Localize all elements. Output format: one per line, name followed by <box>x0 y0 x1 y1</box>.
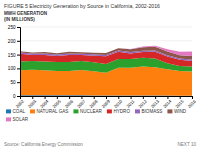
x-tick-label: 2006 <box>64 98 75 109</box>
x-tick: 2004 <box>39 96 50 109</box>
x-tick-label: 2013 <box>150 98 161 109</box>
y-tick-label: 100 <box>8 66 16 71</box>
x-tick: 2006 <box>64 96 75 109</box>
y-tick: 200 <box>8 39 20 44</box>
y-tick-label: 150 <box>8 53 16 58</box>
x-tick-label: 2007 <box>76 98 87 109</box>
x-tick-label: 2014 <box>162 98 173 109</box>
y-tick-mark <box>17 55 20 56</box>
y-axis-line <box>17 28 21 97</box>
x-tick: 2011 <box>125 96 136 109</box>
y-tick-mark <box>17 96 20 97</box>
x-tick: 2002 <box>15 96 26 109</box>
legend-label: NATURAL GAS <box>37 109 69 114</box>
grid-line <box>20 27 192 28</box>
x-tick: 2008 <box>88 96 99 109</box>
y-tick-label: 200 <box>8 39 16 44</box>
x-tick-label: 2005 <box>52 98 63 109</box>
x-tick: 2010 <box>113 96 124 109</box>
legend-swatch <box>30 109 35 113</box>
x-tick-label: 2015 <box>174 98 185 109</box>
x-tick: 2007 <box>76 96 87 109</box>
y-tick-label: 250 <box>8 25 16 30</box>
legend-label: COAL <box>13 109 26 114</box>
legend-swatch <box>135 109 140 113</box>
x-tick-label: 2002 <box>15 98 26 109</box>
y-tick: 50 <box>10 80 20 85</box>
x-tick-label: 2016 <box>187 98 198 109</box>
x-tick-label: 2012 <box>138 98 149 109</box>
y-axis: 0 50 100 150 200 250 <box>8 25 21 99</box>
area-series <box>20 46 192 56</box>
x-tick: 2009 <box>101 96 112 109</box>
y-tick: 100 <box>8 66 20 71</box>
y-tick: 0 <box>13 94 20 99</box>
annotation: Source: California Energy Commission <box>4 142 83 147</box>
legend-swatch <box>107 109 112 113</box>
y-axis-label: (IN MILLIONS) <box>4 17 35 22</box>
y-tick-mark <box>17 41 20 42</box>
x-tick-label: 2010 <box>113 98 124 109</box>
y-tick: 150 <box>8 53 20 58</box>
x-tick: 2014 <box>162 96 173 109</box>
legend-label: BIOMASS <box>141 109 162 114</box>
x-tick: 2005 <box>52 96 63 109</box>
grid <box>20 27 192 96</box>
chart: FIGURE 5 Electricity Generation by Sourc… <box>0 0 200 150</box>
legend-item: COAL <box>6 109 25 114</box>
grid-line <box>20 40 192 41</box>
x-tick: 2012 <box>138 96 149 109</box>
x-tick-label: 2003 <box>27 98 38 109</box>
title: FIGURE 5 Electricity Generation by Sourc… <box>4 3 160 9</box>
x-tick-label: 2004 <box>39 98 50 109</box>
x-tick: 2016 <box>187 96 198 109</box>
y-tick-label: 50 <box>10 80 16 85</box>
legend-swatch <box>73 109 78 113</box>
legend-swatch <box>6 117 11 121</box>
x-tick-label: 2009 <box>101 98 112 109</box>
legend-label: HYDRO <box>113 109 130 114</box>
x-tick: 2013 <box>150 96 161 109</box>
y-axis-label: MWH GENERATION <box>4 11 48 16</box>
legend-item: NUCLEAR <box>73 109 102 114</box>
legend-swatch <box>6 109 11 113</box>
legend-item: HYDRO <box>107 109 131 114</box>
legend-item: SOLAR <box>6 117 29 122</box>
area-series <box>20 47 192 60</box>
y-tick-mark <box>17 68 20 69</box>
legend-item: WIND <box>167 109 186 114</box>
legend-label: NUCLEAR <box>80 109 103 114</box>
y-tick-mark <box>17 82 20 83</box>
legend-swatch <box>167 109 172 113</box>
legend-label: WIND <box>174 109 187 114</box>
plot-area <box>20 46 192 96</box>
legend-label: SOLAR <box>13 117 29 122</box>
y-tick-label: 0 <box>13 94 16 99</box>
x-axis: 2002200320042005200620072008200920102011… <box>15 96 198 109</box>
x-tick-label: 2011 <box>125 98 136 109</box>
legend: COAL NATURAL GAS NUCLEAR HYDRO BIOMASS WIND SO… <box>6 109 187 122</box>
x-tick: 2003 <box>27 96 38 109</box>
legend-item: BIOMASS <box>135 109 162 114</box>
x-tick: 2015 <box>174 96 185 109</box>
annotation: NEXT 10 <box>177 142 196 147</box>
y-tick-mark <box>17 27 20 28</box>
legend-item: NATURAL GAS <box>30 109 68 114</box>
y-tick: 250 <box>8 25 20 30</box>
x-tick-label: 2008 <box>88 98 99 109</box>
